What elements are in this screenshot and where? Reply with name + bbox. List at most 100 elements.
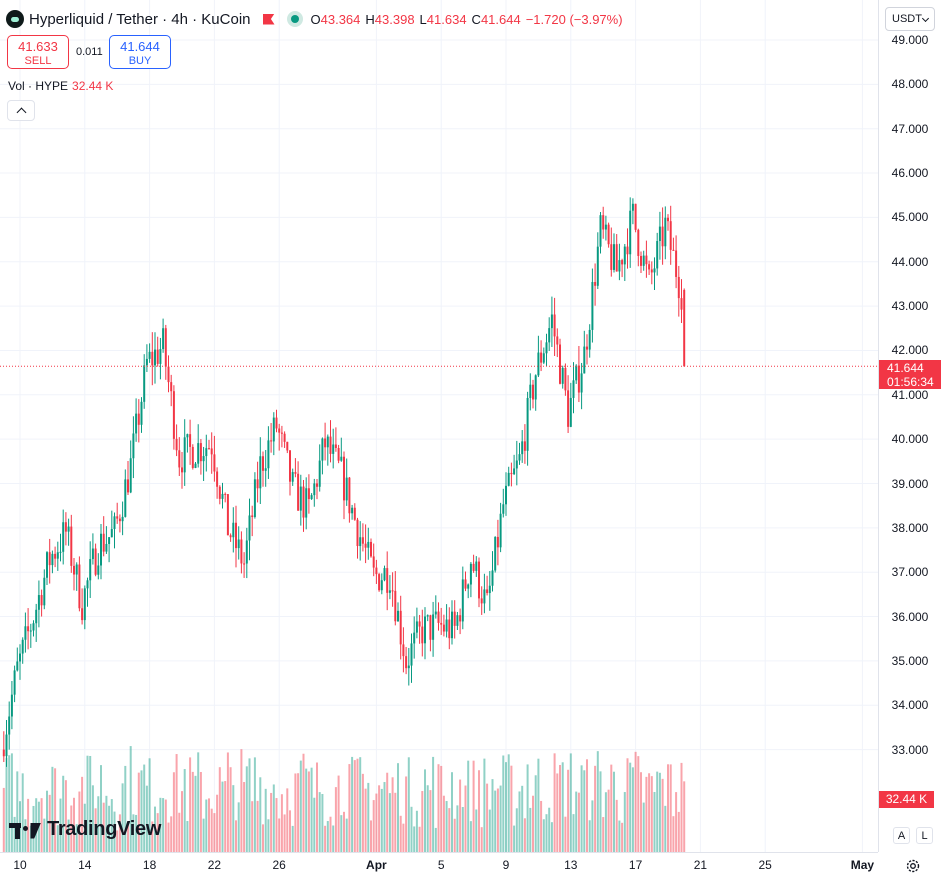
volume-bar bbox=[675, 792, 678, 852]
volume-bar bbox=[421, 791, 424, 852]
chevron-down-icon bbox=[921, 14, 930, 23]
candle-body bbox=[59, 551, 62, 553]
volume-bar bbox=[64, 780, 67, 852]
time-axis[interactable] bbox=[0, 852, 878, 882]
volume-bar bbox=[237, 802, 240, 852]
volume-bar bbox=[245, 766, 248, 852]
ohlc-legend: O43.364 H43.398 L41.634 C41.644 −1.720 (−3.9… bbox=[310, 11, 623, 27]
volume-bar bbox=[461, 806, 464, 852]
candle-body bbox=[162, 328, 165, 350]
candle-body bbox=[307, 488, 310, 500]
candle-body bbox=[437, 611, 440, 623]
candle-body bbox=[421, 626, 424, 644]
log-scale-button[interactable]: L bbox=[916, 827, 933, 844]
volume-bar bbox=[405, 776, 408, 852]
candle-body bbox=[610, 244, 613, 270]
volume-bar bbox=[156, 813, 159, 852]
volume-value: 32.44 K bbox=[72, 79, 114, 93]
volume-bar bbox=[451, 772, 453, 852]
volume-bar bbox=[545, 814, 548, 852]
volume-bar bbox=[650, 776, 653, 852]
volume-bar bbox=[621, 822, 624, 852]
candle-body bbox=[661, 226, 664, 247]
candle-body bbox=[37, 595, 40, 610]
candle-body bbox=[407, 665, 410, 669]
price-axis[interactable] bbox=[878, 0, 942, 852]
candle-body bbox=[229, 535, 232, 538]
price-tick-label: 42.000 bbox=[891, 343, 929, 358]
candle-body bbox=[240, 539, 243, 564]
candle-body bbox=[137, 413, 140, 425]
candle-body bbox=[248, 515, 251, 541]
candle-body bbox=[345, 477, 348, 501]
volume-bar bbox=[526, 764, 529, 852]
volume-bar bbox=[564, 816, 567, 852]
volume-bar bbox=[402, 823, 405, 852]
volume-bar bbox=[359, 757, 362, 852]
volume-bar bbox=[124, 765, 127, 852]
tradingview-logo-icon bbox=[9, 821, 41, 839]
candle-body bbox=[540, 352, 543, 363]
candle-body bbox=[370, 541, 372, 557]
candle-body bbox=[170, 382, 173, 392]
candle-body bbox=[523, 441, 526, 451]
candle-body bbox=[127, 479, 129, 493]
candle-body bbox=[226, 494, 229, 536]
symbol-header: Hyperliquid / Tether · 4h · KuCoin O43.3… bbox=[6, 8, 628, 30]
candle-body bbox=[275, 417, 278, 429]
buy-price: 41.644 bbox=[120, 39, 160, 54]
candle-body bbox=[253, 479, 256, 518]
currency-selector[interactable]: USDT bbox=[885, 7, 935, 31]
chart-area[interactable] bbox=[0, 0, 878, 852]
candle-body bbox=[40, 595, 43, 606]
high-value: 43.398 bbox=[374, 11, 415, 27]
candle-body bbox=[604, 224, 607, 230]
volume-bar bbox=[626, 758, 629, 852]
volume-bar bbox=[383, 782, 386, 852]
candle-body bbox=[235, 522, 237, 549]
symbol-title[interactable]: Hyperliquid / Tether · 4h · KuCoin bbox=[29, 10, 251, 28]
candle-body bbox=[140, 401, 143, 425]
candle-body bbox=[559, 344, 561, 384]
candle-body bbox=[343, 456, 345, 501]
candle-body bbox=[483, 589, 486, 604]
collapse-legend-button[interactable] bbox=[7, 100, 35, 121]
volume-bar bbox=[399, 815, 402, 852]
volume-bar bbox=[475, 809, 478, 852]
volume-bar bbox=[329, 816, 332, 852]
candle-body bbox=[672, 249, 675, 251]
time-tick-label: May bbox=[850, 858, 875, 872]
buy-button[interactable]: 41.644 BUY bbox=[109, 35, 171, 69]
volume-bar bbox=[275, 798, 278, 852]
candle-body bbox=[372, 556, 375, 568]
candle-body bbox=[658, 226, 661, 242]
candle-body bbox=[448, 619, 451, 639]
volume-bar bbox=[440, 765, 443, 852]
volume-bar bbox=[267, 819, 270, 852]
volume-bar bbox=[129, 746, 132, 852]
volume-bar bbox=[394, 792, 397, 852]
candle-body bbox=[332, 444, 335, 454]
candle-body bbox=[621, 260, 624, 265]
candle-body bbox=[656, 241, 659, 269]
auto-scale-button[interactable]: A bbox=[893, 827, 910, 844]
candle-body bbox=[86, 580, 89, 589]
volume-bar bbox=[429, 790, 432, 852]
gear-icon[interactable] bbox=[905, 858, 921, 874]
candle-body bbox=[424, 616, 426, 644]
volume-bar bbox=[613, 771, 615, 852]
volume-bar bbox=[313, 797, 316, 852]
sell-button[interactable]: 41.633 SELL bbox=[7, 35, 69, 69]
price-tick-label: 35.000 bbox=[891, 653, 929, 668]
candle-body bbox=[513, 468, 516, 475]
candle-body bbox=[445, 619, 448, 632]
red-flag-icon[interactable] bbox=[262, 13, 275, 25]
candle-body bbox=[391, 590, 394, 592]
volume-bar bbox=[116, 830, 119, 852]
volume-bar bbox=[432, 756, 435, 852]
candle-body bbox=[545, 342, 548, 354]
candle-body bbox=[499, 513, 502, 548]
candlestick-chart[interactable] bbox=[0, 0, 878, 852]
candle-body bbox=[675, 250, 678, 277]
candle-body bbox=[213, 454, 216, 472]
